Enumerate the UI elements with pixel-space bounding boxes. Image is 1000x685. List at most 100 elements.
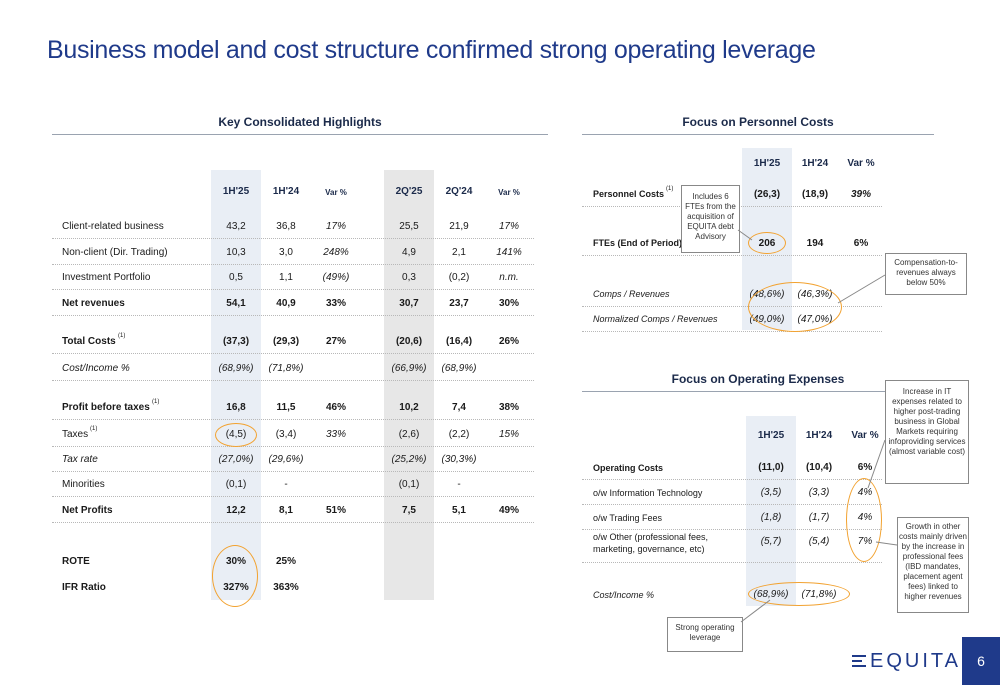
highlight-circle-ftes (748, 232, 786, 254)
highlights-cell: (25,2%) (391, 454, 427, 465)
personnel-cell: (18,9) (801, 189, 829, 200)
opex-cell: (5,4) (808, 536, 830, 547)
highlights-cell: (66,9%) (391, 363, 427, 374)
callout-it-expenses: Increase in IT expenses related to highe… (885, 380, 969, 484)
highlights-cell: 10,2 (399, 402, 419, 413)
highlights-cell: (37,3) (222, 336, 250, 347)
highlights-cell: 30% (498, 298, 519, 309)
highlights-cell: 16,8 (226, 402, 246, 413)
highlights-row-label: Tax rate (62, 454, 98, 465)
highlights-cell: (2,2) (448, 429, 470, 440)
highlights-cell: 8,1 (279, 505, 293, 516)
highlights-cell: 0,3 (402, 272, 416, 283)
highlights-cell: (0,1) (398, 479, 420, 490)
highlights-row: Net revenues 54,1 40,9 33% 30,7 23,7 30% (52, 291, 534, 316)
highlights-row-label: Non-client (Dir. Trading) (62, 247, 168, 258)
highlights-cell: 33% (325, 429, 346, 440)
highlights-cell: (30,3%) (441, 454, 477, 465)
highlights-cell: - (457, 479, 461, 490)
highlights-section-divider (52, 134, 548, 135)
highlights-cell: 21,9 (449, 221, 469, 232)
opex-header-1h24: 1H'24 (805, 430, 833, 441)
highlights-cell: 26% (498, 336, 519, 347)
highlight-circle-cost-income (748, 582, 850, 606)
personnel-row-label: Comps / Revenues (593, 289, 670, 299)
highlights-cell: (20,6) (395, 336, 423, 347)
highlights-cell: 7,5 (402, 505, 416, 516)
highlights-header-var2: Var % (498, 188, 520, 197)
personnel-row-label: Normalized Comps / Revenues (593, 314, 718, 324)
opex-row-label: Cost/Income % (593, 590, 655, 600)
highlight-circle-opex-var (846, 478, 882, 562)
personnel-row-label: Personnel Costs (593, 189, 665, 199)
opex-row: Operating Costs (11,0) (10,4) 6% (582, 455, 882, 480)
highlights-cell: 40,9 (276, 298, 296, 309)
highlights-row-label: Minorities (62, 479, 105, 490)
opex-header-var: Var % (851, 430, 879, 441)
personnel-row-label: FTEs (End of Period) (593, 238, 682, 248)
highlights-row: Total Costs (1) (37,3) (29,3) 27% (20,6) (16,4… (52, 329, 534, 354)
highlights-cell: 15% (498, 429, 519, 440)
opex-row-label: o/w Other (professional fees, marketing,… (593, 532, 709, 554)
highlights-cell: 36,8 (276, 221, 296, 232)
highlights-cell: 141% (496, 247, 522, 258)
highlights-row-label: Investment Portfolio (62, 272, 151, 283)
personnel-header-var: Var % (847, 158, 875, 169)
opex-section-title: Focus on Operating Expenses (671, 372, 845, 386)
highlights-row: Client-related business 43,2 36,8 17% 25,5 21… (52, 214, 534, 239)
highlights-cell: 248% (323, 247, 349, 258)
personnel-cell: 194 (806, 238, 824, 249)
footnote-marker: (1) (666, 186, 674, 192)
highlights-cell: 11,5 (276, 402, 296, 413)
callout-operating-leverage: Strong operating leverage (667, 617, 743, 652)
personnel-section-title: Focus on Personnel Costs (682, 115, 834, 129)
highlights-cell: 25,5 (399, 221, 419, 232)
personnel-section-divider (582, 134, 934, 135)
opex-cell: (3,3) (808, 487, 830, 498)
opex-cell: (1,8) (760, 512, 782, 523)
opex-row-label: o/w Trading Fees (593, 513, 663, 523)
personnel-cell: (26,3) (753, 189, 781, 200)
personnel-cell: 6% (853, 238, 869, 249)
highlights-cell: (49%) (322, 272, 350, 283)
highlights-cell: (71,8%) (268, 363, 304, 374)
callout-ftes-acquisition: Includes 6 FTEs from the acquisition of … (681, 185, 740, 253)
highlights-row-label: Net revenues (62, 298, 125, 309)
opex-header-1h25: 1H'25 (757, 430, 785, 441)
callout-other-costs: Growth in other costs mainly driven by t… (897, 517, 969, 613)
highlights-row-label: Cost/Income % (62, 363, 130, 374)
footnote-marker: (1) (152, 399, 160, 405)
equita-logo-text: EQUITA (870, 650, 961, 672)
opex-1h25-column-shade (746, 416, 796, 606)
highlights-cell: (27,0%) (218, 454, 254, 465)
highlights-row-label: Net Profits (62, 505, 113, 516)
personnel-header-1h24: 1H'24 (801, 158, 829, 169)
highlights-header-2q24: 2Q'24 (445, 186, 473, 197)
highlights-cell: (2,6) (398, 429, 420, 440)
opex-cell: 6% (857, 462, 873, 473)
highlight-circle-comps (748, 282, 842, 332)
highlights-cell: (68,9%) (218, 363, 254, 374)
highlights-row: Net Profits 12,2 8,1 51% 7,5 5,1 49% (52, 498, 534, 523)
opex-cell: (10,4) (805, 462, 833, 473)
highlights-cell: 33% (325, 298, 346, 309)
highlight-circle-rote-ifr (212, 545, 258, 607)
highlights-cell: 7,4 (452, 402, 466, 413)
highlights-row-label: Total Costs (62, 336, 116, 347)
highlights-cell: 0,5 (229, 272, 243, 283)
personnel-cell: 39% (850, 189, 871, 200)
highlights-cell: 4,9 (402, 247, 416, 258)
highlights-row: Cost/Income % (68,9%) (71,8%) (66,9%) (68,9%… (52, 356, 534, 381)
highlights-cell: 363% (273, 582, 299, 593)
opex-row-label: Operating Costs (593, 463, 664, 473)
highlights-header-var1: Var % (325, 188, 347, 197)
highlights-row: Non-client (Dir. Trading) 10,3 3,0 248% 4,9 2… (52, 240, 534, 265)
opex-cell: (1,7) (808, 512, 830, 523)
highlights-cell: 30,7 (399, 298, 419, 309)
highlights-header-2q25: 2Q'25 (395, 186, 423, 197)
highlight-circle-taxes (215, 423, 257, 447)
highlights-cell: (0,1) (225, 479, 247, 490)
highlights-2q25-column-shade (384, 170, 434, 600)
highlights-cell: - (284, 479, 288, 490)
highlights-cell: 25% (275, 556, 296, 567)
